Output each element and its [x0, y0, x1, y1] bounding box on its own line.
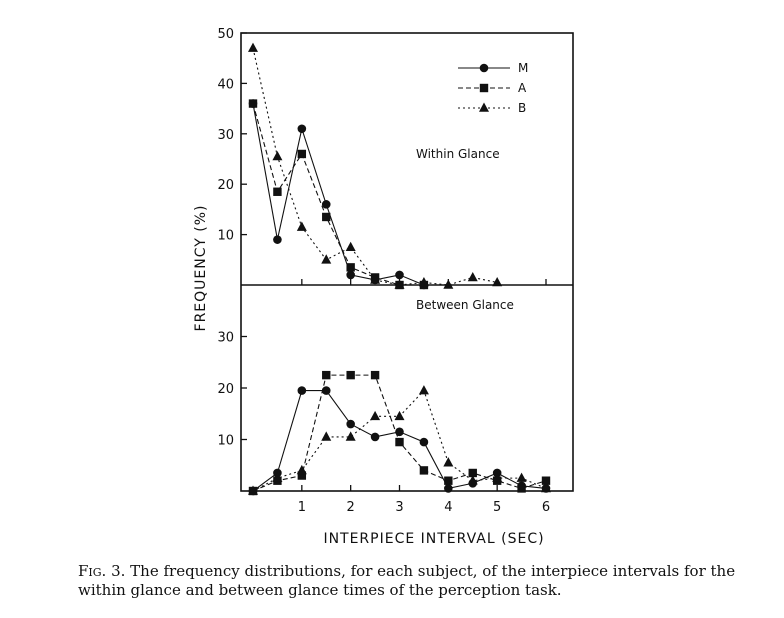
between-series-A-point: [468, 468, 477, 478]
legend-marker-B: [479, 102, 489, 112]
between-series-M-point: [419, 437, 429, 447]
between-series-A-point: [517, 484, 526, 493]
caption-text: The frequency distributions, for each su…: [78, 562, 736, 599]
within-series-M-point: [321, 200, 331, 209]
y-axis-title: FREQUENCY (%): [193, 205, 209, 332]
x-tick-label: 2: [347, 500, 355, 515]
between-series-B-point: [492, 472, 503, 482]
between-series-M-point: [297, 386, 307, 395]
top-ytick-label: 20: [217, 178, 234, 193]
between-series-A-point: [346, 370, 355, 380]
within-series-B-point: [394, 279, 405, 289]
between-series-A-point: [370, 370, 380, 380]
within-glance-title: Within Glance: [416, 147, 500, 161]
legend-marker-M: [479, 63, 489, 73]
within-glance-panel: 10 20 30 40 50: [217, 27, 547, 290]
between-series-A-point: [541, 476, 551, 485]
between-series-A-point: [419, 466, 429, 475]
between-series-B-point: [370, 410, 381, 421]
legend-label-M: M: [518, 61, 528, 75]
x-axis-title: INTERPIECE INTERVAL (SEC): [323, 531, 544, 547]
caption-label: Fig. 3.: [78, 562, 126, 580]
top-ytick-label: 30: [217, 128, 234, 143]
between-series-A-point: [444, 476, 453, 485]
x-tick-label: 5: [493, 500, 501, 515]
between-series-B-point: [541, 482, 551, 493]
figure-caption: Fig. 3. The frequency distributions, for…: [78, 562, 738, 600]
plot-frame: [240, 32, 574, 492]
within-series-M-point: [346, 270, 355, 280]
top-ytick-label: 10: [217, 229, 234, 244]
between-series-M-point: [395, 427, 404, 437]
x-tick-label: 4: [444, 500, 452, 515]
between-series-B-point: [321, 431, 332, 441]
within-series-B-line: [252, 47, 498, 286]
within-series-B-point: [467, 271, 478, 282]
bottom-ytick-label: 10: [217, 434, 234, 449]
between-series-M-point: [444, 484, 453, 493]
within-series-M-point: [297, 124, 307, 134]
legend-label-A: A: [518, 81, 527, 95]
within-series-B-point: [345, 241, 356, 251]
between-glance-panel: 10 20 30 1 2 3 4 5 6: [217, 331, 551, 515]
x-tick-label: 6: [542, 500, 550, 515]
within-series-B-point: [443, 279, 454, 289]
legend-marker-A: [479, 83, 489, 93]
top-ytick-label: 40: [217, 77, 234, 92]
between-series-B-point: [296, 464, 307, 475]
between-series-A-point: [322, 370, 331, 380]
between-series-B-point: [467, 475, 478, 485]
between-series-M-point: [321, 386, 331, 395]
between-series-B-point: [248, 485, 258, 495]
within-series-A-point: [346, 263, 355, 272]
x-tick-label: 3: [395, 500, 403, 515]
within-series-B-point: [370, 274, 381, 284]
within-series-M-point: [395, 270, 404, 280]
between-series-M-point: [346, 419, 355, 429]
within-series-A-point: [322, 212, 331, 222]
between-series-A-point: [395, 437, 404, 447]
figure: 10 20 30 40 50 10 20 30 1 2 3 4 5 6 MAB Within Glanc…: [193, 27, 574, 547]
within-series-B-point: [418, 276, 429, 287]
bottom-ytick-label: 20: [217, 382, 234, 397]
plot-border: [240, 32, 574, 492]
between-series-B-point: [394, 410, 405, 421]
within-series-B-point: [492, 276, 503, 287]
within-series-B-point: [272, 150, 283, 161]
bottom-ytick-label: 30: [217, 331, 234, 346]
x-tick-label: 1: [298, 500, 306, 515]
within-series-B-point: [296, 221, 307, 231]
between-series-B-point: [443, 457, 454, 467]
between-series-B-point: [272, 472, 283, 482]
between-series-A-point: [297, 471, 307, 480]
within-series-A-point: [273, 187, 282, 196]
between-series-B-point: [418, 385, 429, 395]
between-series-B-point: [516, 472, 527, 482]
legend: MAB: [458, 61, 528, 115]
within-series-A-point: [297, 149, 307, 159]
top-ytick-label: 50: [217, 27, 234, 42]
between-glance-title: Between Glance: [416, 298, 514, 312]
legend-label-B: B: [518, 101, 526, 115]
within-series-B-point: [248, 42, 258, 52]
within-series-M-point: [273, 235, 282, 244]
within-series-B-point: [321, 254, 332, 264]
within-series-A-point: [248, 99, 258, 108]
between-series-B-point: [345, 431, 356, 441]
between-series-M-point: [370, 432, 380, 442]
